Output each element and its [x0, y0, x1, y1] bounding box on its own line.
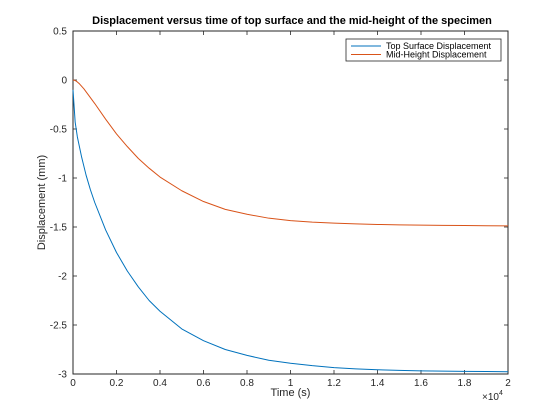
x-tick-label: 2 [505, 378, 511, 389]
chart-title: Displacement versus time of top surface … [92, 15, 492, 27]
legend-label: Top Surface Displacement [386, 41, 492, 51]
y-tick-label: -2 [58, 272, 67, 283]
x-tick-label: 0.4 [153, 378, 167, 389]
y-tick-label: 0 [61, 76, 67, 87]
y-tick-label: -1.5 [50, 223, 68, 234]
series-line-0 [72, 89, 509, 373]
x-axis-multiplier-base: ×10 [482, 392, 499, 403]
x-tick-label: 1.8 [458, 378, 472, 389]
x-tick-label: 1.6 [414, 378, 428, 389]
x-tick-label: 0.8 [240, 378, 254, 389]
x-tick-label: 0 [70, 378, 76, 389]
legend-box [345, 38, 502, 62]
y-tick-label: -0.5 [50, 125, 68, 136]
x-axis-label: Time (s) [271, 387, 311, 399]
y-tick-label: -1 [58, 174, 67, 185]
y-tick-label: 0.5 [53, 27, 67, 38]
x-tick-label: 1.2 [327, 378, 341, 389]
x-tick-label: 0.2 [110, 378, 124, 389]
legend-label: Mid-Height Displacement [386, 50, 487, 60]
plot-area [72, 30, 509, 375]
x-axis-multiplier-exponent: 4 [499, 390, 503, 397]
x-tick-label: 1.4 [371, 378, 385, 389]
y-tick-label: -3 [58, 370, 67, 381]
x-axis-multiplier: ×104 [482, 390, 503, 403]
series-line-1 [72, 79, 509, 227]
axis-ticks: 0 0.2 0.4 0.6 0.8 1 1.2 1.4 1.6 1.8 2 -3 -2.5 -2 -1.5 -… [50, 27, 511, 390]
series-layer [72, 79, 509, 373]
x-tick-label: 1 [288, 378, 294, 389]
x-tick-label: 0.6 [197, 378, 211, 389]
y-axis-label: Displacement (mm) [36, 155, 48, 250]
y-tick-label: -2.5 [50, 321, 68, 332]
